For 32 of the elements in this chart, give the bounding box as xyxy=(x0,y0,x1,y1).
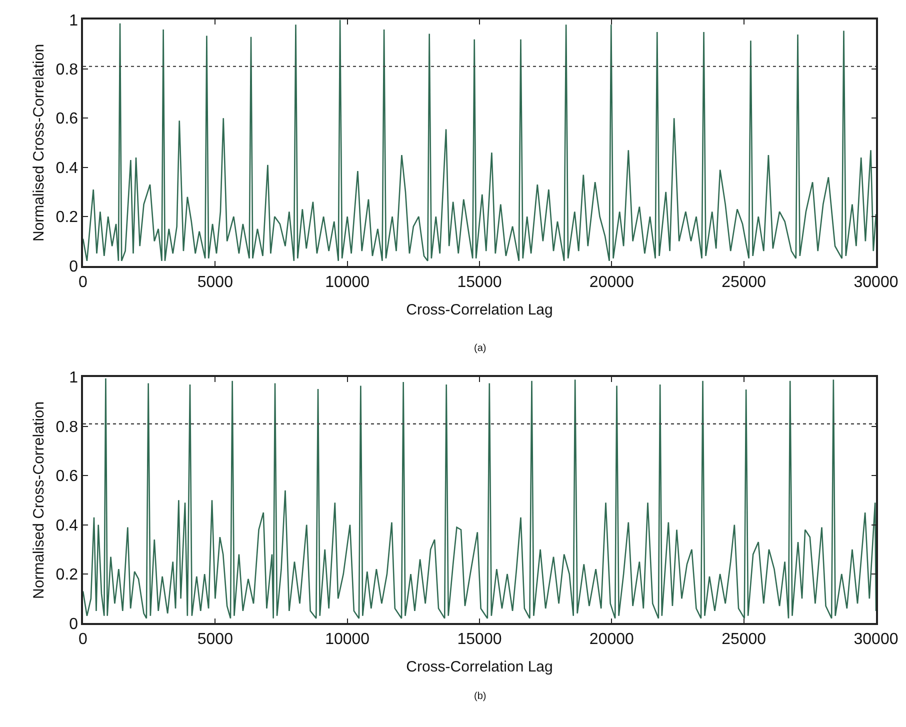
y-tick-label: 0.8 xyxy=(56,62,78,79)
y-tick-label: 0.8 xyxy=(56,418,78,436)
text: (b) xyxy=(474,691,486,702)
x-tick-label: 20000 xyxy=(589,631,634,648)
y-tick-label: 0 xyxy=(69,616,78,633)
x-tick-label: 25000 xyxy=(722,631,766,648)
y-axis-title: Normalised Cross-Correlation xyxy=(30,401,48,599)
y-axis-title: Normalised Cross-Correlation xyxy=(30,44,48,242)
x-tick-label: 10000 xyxy=(325,631,370,648)
y-tick-label: 0.6 xyxy=(56,468,78,486)
y-tick-label: 0 xyxy=(69,258,78,276)
x-tick-label: 10000 xyxy=(325,274,370,291)
y-tick-label: 0.2 xyxy=(56,209,78,226)
x-tick-label: 20000 xyxy=(589,274,634,291)
y-tick-label: 0.6 xyxy=(56,110,78,128)
y-tick-label: 1 xyxy=(69,12,78,30)
line-series xyxy=(83,378,876,619)
x-tick-label: 25000 xyxy=(722,274,766,291)
x-axis-title: Cross-Correlation Lag xyxy=(406,658,553,676)
y-tick-label: 1 xyxy=(69,370,78,387)
x-tick-label: 5000 xyxy=(197,274,234,291)
x-tick-label: 30000 xyxy=(854,274,898,291)
x-axis-title: Cross-Correlation Lag xyxy=(406,301,553,318)
line-series xyxy=(83,20,876,262)
y-tick-label: 0.4 xyxy=(56,517,78,534)
x-tick-label: 30000 xyxy=(854,631,898,648)
x-tick-label: 15000 xyxy=(457,274,502,291)
text: (a) xyxy=(474,343,486,354)
x-tick-label: 5000 xyxy=(197,631,234,648)
y-tick-label: 0.2 xyxy=(56,566,78,584)
x-tick-label: 15000 xyxy=(457,631,502,648)
y-tick-label: 0.4 xyxy=(56,160,78,177)
